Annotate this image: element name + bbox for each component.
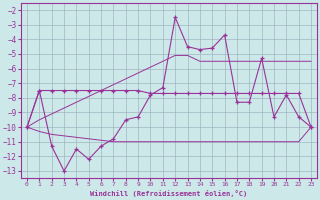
X-axis label: Windchill (Refroidissement éolien,°C): Windchill (Refroidissement éolien,°C) — [90, 190, 248, 197]
